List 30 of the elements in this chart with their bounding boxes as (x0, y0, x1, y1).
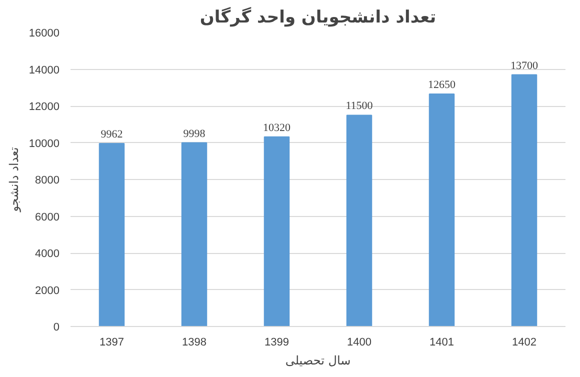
data-label: 11500 (346, 100, 374, 112)
data-label: 12650 (428, 79, 456, 92)
y-tick-label: 8000 (35, 174, 60, 186)
data-label: 13700 (510, 60, 538, 72)
bar (264, 136, 290, 326)
bar (181, 142, 208, 326)
bar (428, 94, 455, 326)
bar (98, 142, 125, 326)
data-label: 9998 (183, 128, 206, 140)
x-tick-label: 1399 (264, 336, 289, 348)
y-tick-label: 0 (53, 322, 60, 334)
y-tick-label: 6000 (35, 211, 60, 224)
x-axis-title: سال تحصیلی (285, 354, 351, 368)
y-axis-title: تعداد دانشجو (6, 147, 21, 213)
x-tick-label: 1402 (512, 336, 536, 348)
bar (511, 74, 538, 326)
y-tick-label: 2000 (35, 284, 60, 297)
bar (346, 114, 372, 326)
x-tick-label: 1401 (430, 336, 454, 348)
chart-title: تعداد دانشجویان واحد گرگان (200, 6, 436, 28)
y-tick-label: 12000 (28, 101, 60, 113)
y-tick-label: 16000 (28, 28, 60, 40)
y-tick-label: 10000 (28, 138, 60, 150)
data-label: 9962 (100, 128, 123, 140)
x-tick-label: 1398 (182, 336, 206, 348)
x-tick-label: 1397 (100, 336, 124, 348)
y-tick-label: 14000 (28, 64, 60, 76)
x-tick-label: 1400 (347, 336, 372, 348)
y-tick-label: 4000 (35, 248, 60, 260)
data-label: 10320 (263, 122, 291, 134)
